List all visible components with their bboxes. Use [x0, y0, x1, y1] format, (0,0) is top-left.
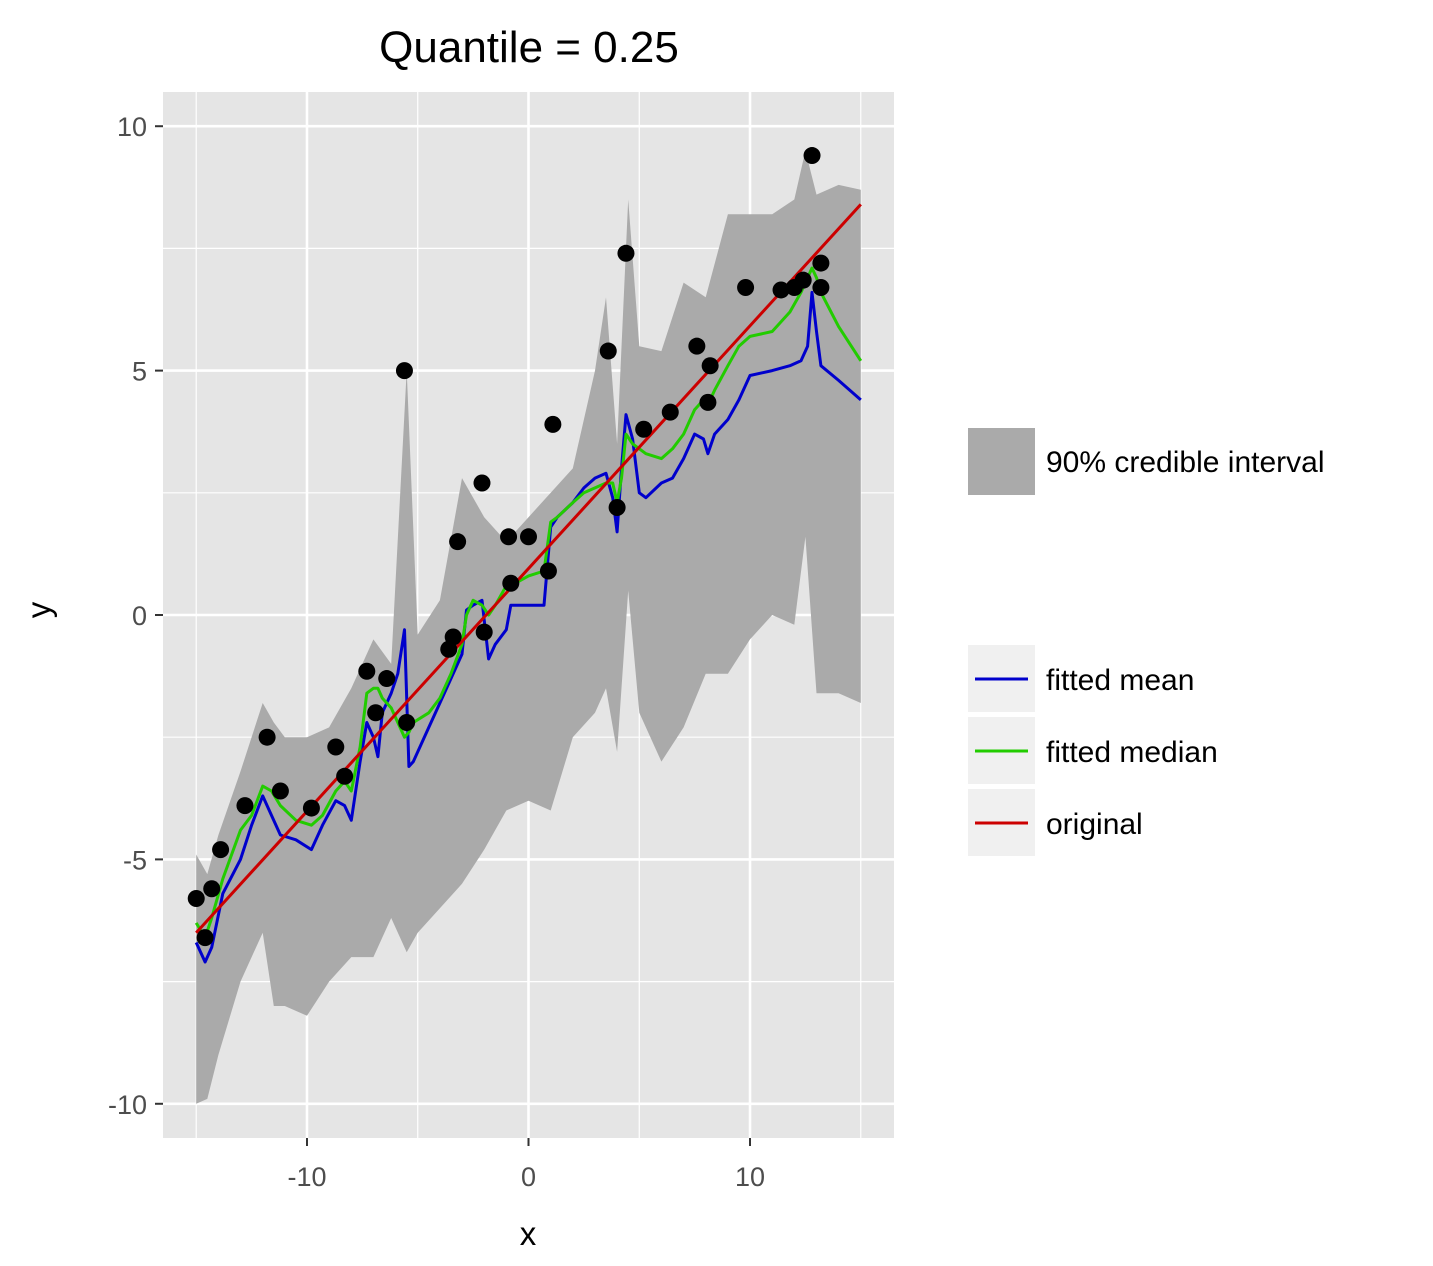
y-tick-label: -5: [123, 845, 147, 875]
data-point: [395, 362, 413, 380]
data-point: [617, 244, 635, 262]
data-point: [475, 623, 493, 641]
data-point: [539, 562, 557, 580]
y-tick-label: 0: [132, 601, 147, 631]
data-point: [196, 929, 214, 947]
x-axis-title: x: [520, 1215, 537, 1252]
data-point: [812, 279, 830, 297]
data-point: [661, 403, 679, 421]
legend-label-fitted-median: fitted median: [1046, 736, 1218, 769]
y-axis-title: y: [20, 601, 57, 618]
data-point: [635, 420, 653, 438]
data-point: [688, 337, 706, 355]
data-point: [520, 528, 537, 546]
legend: 90% credible interval fitted mean fitted …: [968, 428, 1324, 856]
legend-label-fitted-mean: fitted mean: [1046, 664, 1194, 697]
series-line-fitted-mean: [194, 290, 862, 964]
credible-interval-ribbon: [196, 150, 861, 1104]
data-point: [794, 271, 812, 289]
data-point: [398, 714, 416, 732]
data-point: [473, 474, 491, 492]
data-point: [236, 797, 254, 815]
data-point: [812, 254, 830, 272]
data-point: [378, 670, 396, 688]
data-points: [187, 147, 830, 947]
data-point: [444, 628, 462, 646]
y-tick-label: 10: [117, 112, 147, 142]
data-point: [449, 533, 467, 551]
data-point: [358, 662, 376, 680]
data-point: [212, 841, 230, 859]
data-point: [327, 738, 345, 756]
legend-label-original: original: [1046, 808, 1143, 841]
data-point: [772, 281, 790, 299]
data-point: [502, 574, 520, 592]
data-point: [701, 357, 719, 375]
data-point: [367, 704, 385, 722]
x-tick-label: 0: [521, 1162, 536, 1192]
y-tick-label: 5: [132, 357, 147, 387]
ribbon-area: [196, 150, 861, 1104]
x-tick-label: 10: [735, 1162, 765, 1192]
x-tick-label: -10: [287, 1162, 326, 1192]
data-point: [258, 728, 276, 746]
data-point: [203, 880, 221, 898]
data-point: [336, 767, 354, 785]
data-point: [187, 889, 205, 907]
data-point: [737, 279, 755, 297]
data-point: [302, 799, 320, 817]
axes: -10 0 10 -10 -5 0 5 10: [108, 112, 765, 1192]
data-point: [803, 147, 821, 165]
data-point: [608, 498, 626, 516]
chart-title: Quantile = 0.25: [379, 23, 679, 72]
legend-label-ribbon: 90% credible interval: [1046, 446, 1324, 479]
data-point: [699, 393, 717, 411]
data-point: [599, 342, 617, 360]
data-point: [271, 782, 289, 800]
y-tick-label: -10: [108, 1090, 147, 1120]
legend-key-ribbon: [968, 428, 1035, 495]
data-point: [544, 415, 562, 433]
data-point: [500, 528, 518, 546]
